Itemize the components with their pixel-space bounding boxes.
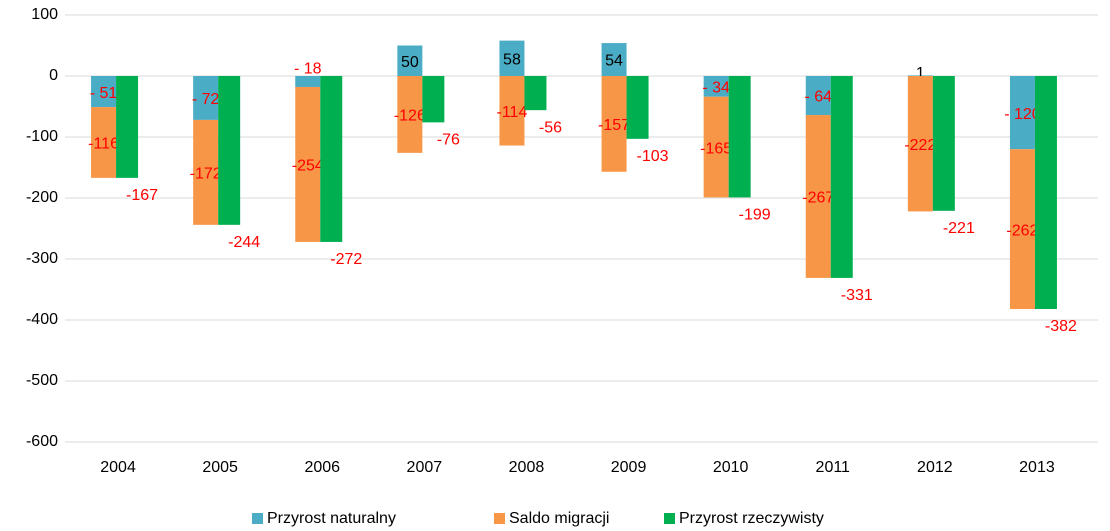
data-label: -267 — [802, 190, 834, 207]
data-label: -244 — [228, 234, 260, 251]
data-label: -272 — [330, 251, 362, 268]
bar — [524, 76, 547, 111]
bar — [1034, 76, 1057, 310]
bar — [397, 76, 423, 153]
bar — [295, 76, 321, 87]
data-label: -126 — [394, 108, 426, 125]
data-label: -331 — [841, 287, 873, 304]
data-label: 50 — [401, 54, 419, 71]
x-tick-label: 2004 — [100, 459, 136, 476]
y-tick-label: -200 — [26, 189, 58, 206]
bar — [499, 76, 525, 146]
y-tick-label: 0 — [49, 67, 58, 84]
bar — [830, 76, 853, 278]
data-label: 54 — [605, 53, 623, 70]
y-tick-label: 100 — [31, 6, 58, 23]
data-label: -167 — [126, 187, 158, 204]
x-tick-label: 2010 — [713, 459, 749, 476]
data-label: -56 — [539, 119, 562, 136]
bar — [805, 76, 831, 116]
legend-label: Przyrost naturalny — [267, 510, 396, 527]
legend-label: Saldo migracji — [509, 510, 609, 527]
bar — [422, 76, 445, 123]
bar — [728, 76, 751, 198]
data-label: -157 — [598, 117, 630, 134]
x-tick-label: 2013 — [1019, 459, 1055, 476]
x-tick-label: 2009 — [611, 459, 647, 476]
data-label: -254 — [292, 158, 324, 175]
bar — [193, 76, 219, 120]
x-tick-label: 2008 — [509, 459, 545, 476]
y-tick-label: -500 — [26, 372, 58, 389]
bar — [601, 43, 627, 76]
bar — [193, 119, 219, 225]
data-label: -221 — [943, 220, 975, 237]
data-label: -103 — [637, 148, 669, 165]
bar — [626, 76, 649, 139]
data-label: -382 — [1045, 318, 1077, 335]
bar — [91, 76, 117, 108]
data-label: -199 — [739, 207, 771, 224]
bar — [805, 115, 831, 278]
data-label: - 64 — [804, 89, 832, 106]
x-tick-label: 2005 — [202, 459, 238, 476]
bar — [932, 76, 955, 211]
data-label: - 72 — [192, 91, 220, 108]
data-label: - 18 — [294, 61, 322, 78]
legend-swatch — [494, 513, 505, 524]
bar — [601, 76, 627, 172]
bar — [91, 107, 117, 178]
data-label: -222 — [904, 137, 936, 154]
data-label: - 120 — [1004, 106, 1041, 123]
legend-swatch — [252, 513, 263, 524]
bar — [320, 76, 343, 242]
legend-swatch — [664, 513, 675, 524]
bar — [218, 76, 241, 225]
x-tick-label: 2011 — [816, 459, 851, 476]
bar — [907, 76, 933, 212]
x-tick-label: 2006 — [304, 459, 340, 476]
y-tick-label: -100 — [26, 128, 58, 145]
data-label: - 51 — [90, 85, 118, 102]
data-label: -114 — [497, 104, 528, 121]
y-tick-label: -300 — [26, 250, 58, 267]
bar — [907, 75, 933, 76]
data-label: 58 — [503, 52, 521, 69]
bar — [1009, 76, 1035, 150]
bar — [499, 40, 525, 76]
bar — [703, 96, 729, 198]
legend-label: Przyrost rzeczywisty — [679, 510, 824, 527]
data-label: -262 — [1006, 222, 1038, 239]
data-label: -76 — [437, 132, 460, 149]
y-tick-label: -400 — [26, 311, 58, 328]
bar — [397, 45, 423, 76]
bar — [295, 86, 321, 242]
data-label: - 34 — [702, 80, 730, 97]
bar — [1009, 149, 1035, 310]
data-label: -165 — [700, 140, 732, 157]
data-label: 1 — [916, 65, 925, 82]
y-tick-label: -600 — [26, 433, 58, 450]
bar — [116, 76, 139, 178]
bar — [703, 76, 729, 97]
x-tick-label: 2012 — [917, 459, 953, 476]
data-label: -116 — [88, 136, 119, 153]
data-label: -172 — [190, 166, 222, 183]
x-tick-label: 2007 — [407, 459, 443, 476]
